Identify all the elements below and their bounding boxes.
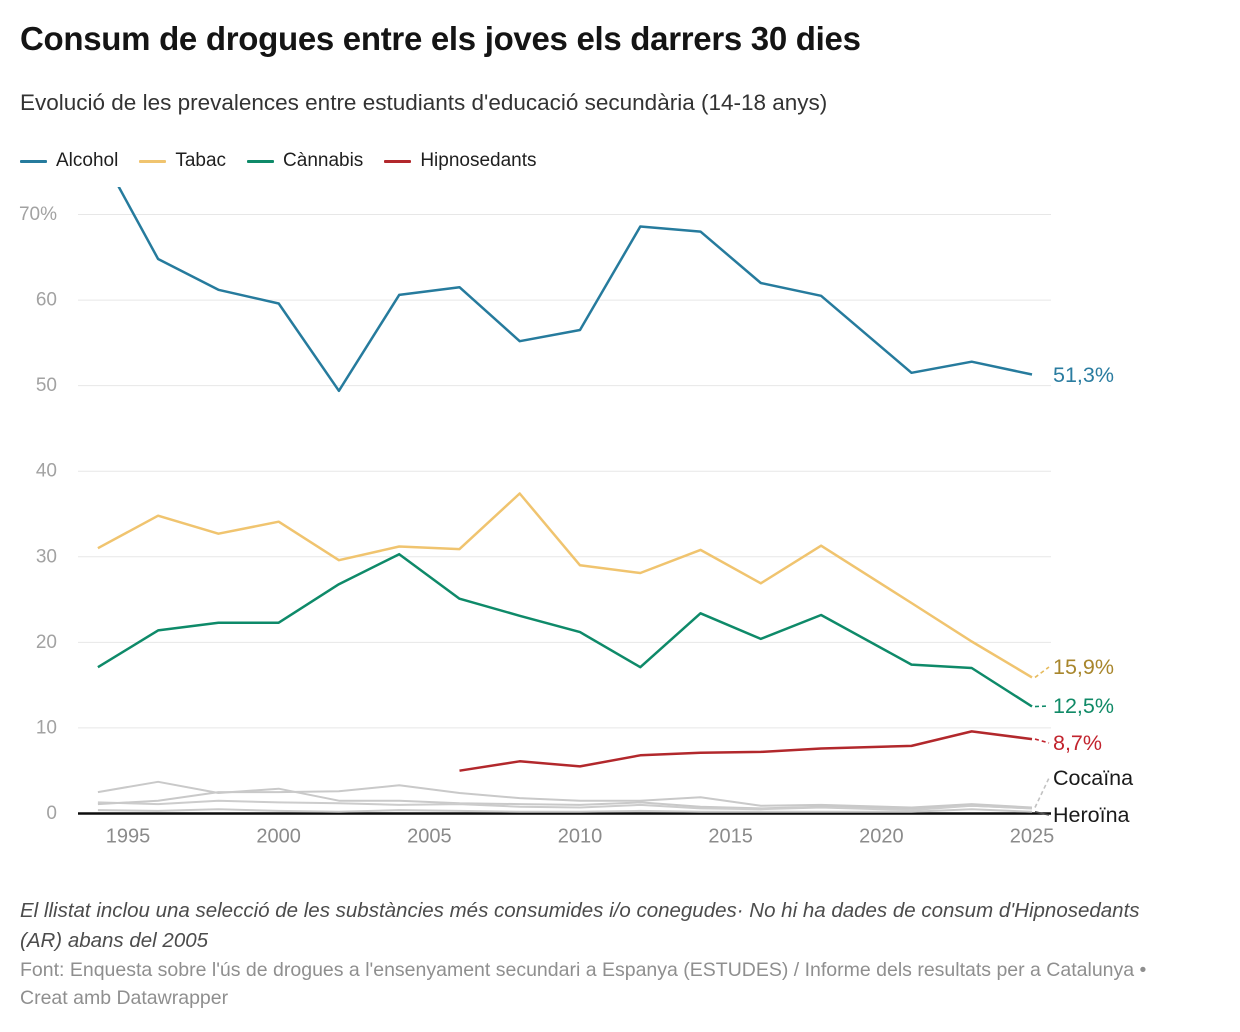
series-line-hipnosedants[interactable] <box>459 730 1033 772</box>
x-tick-label-1995: 1995 <box>106 826 151 848</box>
y-tick-label-50: 50 <box>36 375 57 396</box>
legend-item-hipnosedants: Hipnosedants <box>384 150 537 172</box>
y-tick-label-40: 40 <box>36 461 57 482</box>
legend-label-hipnosedants: Hipnosedants <box>420 150 537 171</box>
legend-swatch-hipnosedants <box>384 159 412 163</box>
legend-label-cannabis: Cànnabis <box>283 150 364 171</box>
x-tick-label-2020: 2020 <box>859 826 904 848</box>
legend-item-cannabis: Cànnabis <box>247 150 363 172</box>
series-line-cannabis[interactable] <box>97 552 1033 708</box>
end-label-alcohol: 51,3% <box>1053 363 1114 387</box>
legend-item-tabac: Tabac <box>139 150 226 172</box>
x-tick-label-2005: 2005 <box>407 826 452 848</box>
series-line-tabac[interactable] <box>97 492 1033 679</box>
legend-label-alcohol: Alcohol <box>56 150 119 171</box>
y-tick-label-70: 70% <box>19 204 57 225</box>
y-tick-label-20: 20 <box>36 632 57 653</box>
legend: Alcohol Tabac Cànnabis Hipnosedants <box>20 150 537 172</box>
end-label-leader-cannabis <box>1034 705 1050 708</box>
y-tick-label-0: 0 <box>46 803 57 824</box>
legend-item-alcohol: Alcohol <box>20 150 118 172</box>
y-tick-label-60: 60 <box>36 290 57 311</box>
legend-swatch-alcohol <box>20 159 47 163</box>
legend-label-tabac: Tabac <box>175 150 227 171</box>
end-label-leader-hipnosedants <box>1034 738 1050 744</box>
series-line-cocaina[interactable] <box>97 784 1033 809</box>
end-label-cannabis: 12,5% <box>1053 694 1114 718</box>
x-tick-label-2025: 2025 <box>1010 826 1055 848</box>
chart-source: Font: Enquesta sobre l'ús de drogues a l… <box>20 959 1147 1009</box>
chart-notes: El llistat inclou una selecció de les su… <box>20 899 1140 952</box>
chart-subtitle: Evolució de les prevalences entre estudi… <box>20 90 828 115</box>
legend-swatch-tabac <box>139 159 167 163</box>
end-label-leader-heroina <box>1034 811 1050 816</box>
y-tick-label-10: 10 <box>36 717 57 738</box>
y-tick-label-30: 30 <box>36 546 57 567</box>
series-line-heroina[interactable] <box>97 808 1033 813</box>
series-line-altres-2[interactable] <box>97 799 1033 812</box>
chart-title: Consum de drogues entre els joves els da… <box>20 20 861 57</box>
series-line-alcohol[interactable] <box>98 149 1033 393</box>
end-label-leader-cocaina <box>1034 777 1050 808</box>
end-label-leader-tabac <box>1034 666 1050 679</box>
x-tick-label-2000: 2000 <box>256 826 301 848</box>
x-tick-label-2015: 2015 <box>708 826 753 848</box>
end-label-tabac: 15,9% <box>1053 655 1114 679</box>
legend-swatch-cannabis <box>247 159 275 163</box>
series-line-altres-1[interactable] <box>97 780 1033 810</box>
line-chart-canvas[interactable]: 0 10 20 30 40 50 60 70% 1995 2000 2005 2010 2015 2020… <box>0 0 1240 870</box>
end-label-heroina: Heroïna <box>1053 803 1130 827</box>
end-label-cocaina: Cocaïna <box>1053 766 1133 790</box>
end-label-hipnosedants: 8,7% <box>1053 731 1102 755</box>
x-tick-label-2010: 2010 <box>558 826 603 848</box>
